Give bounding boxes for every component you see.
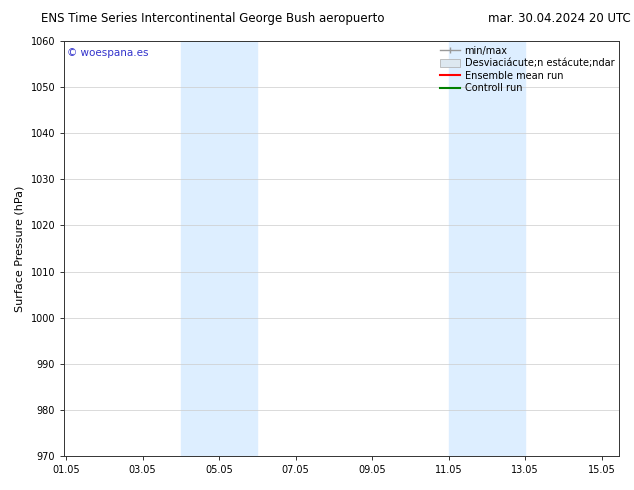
Text: ENS Time Series Intercontinental George Bush aeropuerto: ENS Time Series Intercontinental George …	[41, 12, 385, 25]
Y-axis label: Surface Pressure (hPa): Surface Pressure (hPa)	[15, 185, 25, 312]
Bar	[219, 41, 257, 456]
Bar	[449, 41, 487, 456]
Bar	[181, 41, 219, 456]
Text: mar. 30.04.2024 20 UTC: mar. 30.04.2024 20 UTC	[488, 12, 631, 25]
Bar	[487, 41, 525, 456]
Text: © woespana.es: © woespana.es	[67, 48, 149, 58]
Legend: min/max, Desviaciácute;n estácute;ndar, Ensemble mean run, Controll run: min/max, Desviaciácute;n estácute;ndar, …	[438, 44, 616, 95]
